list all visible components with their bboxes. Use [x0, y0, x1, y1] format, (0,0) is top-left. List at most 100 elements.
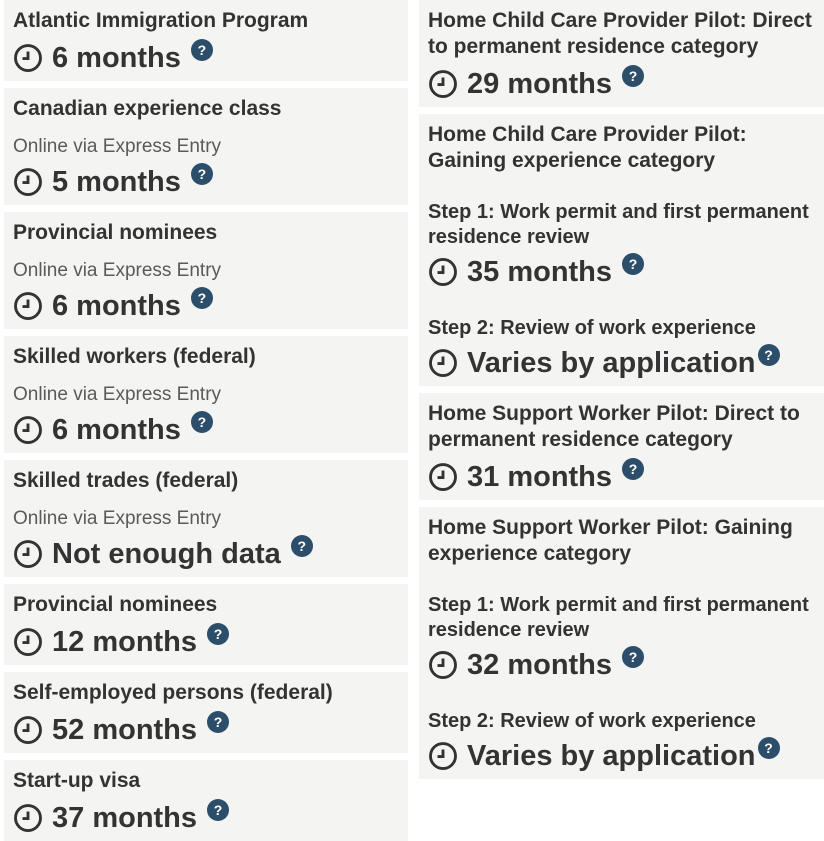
clock-icon: [14, 416, 42, 444]
processing-time-value: 37 months: [52, 802, 198, 834]
help-button[interactable]: ?: [622, 458, 645, 480]
processing-time-row: 35 months?: [428, 253, 812, 290]
question-mark-icon: ?: [764, 347, 773, 363]
question-mark-icon: ?: [213, 714, 223, 730]
processing-time-value: 12 months: [52, 626, 198, 658]
clock-icon: [14, 292, 42, 320]
card-title: Skilled trades (federal): [13, 469, 239, 492]
clock-icon: [429, 651, 457, 679]
card-subtitle: Online via Express Entry: [13, 136, 222, 157]
step-label: Step 2: Review of work experience: [428, 710, 756, 732]
question-mark-icon: ?: [628, 649, 638, 665]
help-button[interactable]: ?: [290, 535, 313, 557]
processing-time-card: Provincial nominees 12 months?: [4, 584, 408, 665]
processing-time-value: 5 months: [52, 166, 181, 198]
processing-time-row: 6 months?: [13, 411, 396, 448]
card-title: Home Support Worker Pilot: Gaining exper…: [428, 516, 793, 565]
clock-icon: [14, 168, 42, 196]
left-column: Atlantic Immigration Program 6 months? C…: [4, 0, 408, 841]
processing-time-row: 12 months?: [13, 623, 396, 660]
clock-icon: [14, 628, 42, 656]
card-title: Canadian experience class: [13, 97, 282, 120]
processing-time-row: Varies by application?: [428, 344, 812, 381]
clock-icon: [429, 463, 457, 491]
processing-time-card: Skilled workers (federal) Online via Exp…: [4, 336, 408, 453]
processing-time-row: 5 months?: [13, 163, 396, 200]
processing-time-row: 29 months?: [428, 65, 812, 102]
question-mark-icon: ?: [197, 290, 207, 306]
clock-icon: [14, 804, 42, 832]
processing-time-card: Start-up visa 37 months?: [4, 760, 408, 841]
card-title: Home Child Care Provider Pilot: Direct t…: [428, 9, 812, 58]
clock-icon: [14, 540, 42, 568]
clock-icon: [14, 716, 42, 744]
question-mark-icon: ?: [628, 256, 638, 272]
question-mark-icon: ?: [297, 538, 307, 554]
help-button[interactable]: ?: [207, 711, 230, 733]
processing-time-value: 35 months: [467, 256, 613, 288]
processing-time-row: 6 months?: [13, 39, 396, 76]
card-title: Self-employed persons (federal): [13, 681, 333, 704]
question-mark-icon: ?: [628, 461, 638, 477]
question-mark-icon: ?: [764, 740, 773, 756]
help-button[interactable]: ?: [190, 39, 213, 61]
help-button[interactable]: ?: [757, 737, 780, 759]
processing-time-value: 6 months: [52, 414, 181, 446]
processing-time-card: Home Support Worker Pilot: Direct to per…: [419, 393, 824, 500]
card-title: Provincial nominees: [13, 593, 218, 616]
help-button[interactable]: ?: [190, 411, 213, 433]
processing-time-value: Varies by application: [467, 740, 756, 772]
help-button[interactable]: ?: [622, 65, 645, 87]
question-mark-icon: ?: [213, 626, 223, 642]
processing-time-value: 31 months: [467, 461, 613, 493]
processing-time-value: Not enough data: [52, 538, 281, 570]
processing-time-card: Self-employed persons (federal) 52 month…: [4, 672, 408, 753]
processing-time-card: Atlantic Immigration Program 6 months?: [4, 0, 408, 81]
clock-icon: [429, 70, 457, 98]
help-button[interactable]: ?: [190, 287, 213, 309]
clock-icon: [14, 44, 42, 72]
processing-time-row: 32 months?: [428, 646, 812, 683]
card-title: Atlantic Immigration Program: [13, 9, 309, 32]
processing-time-row: Varies by application?: [428, 737, 812, 774]
clock-icon: [429, 742, 457, 770]
right-column: Home Child Care Provider Pilot: Direct t…: [419, 0, 824, 779]
processing-time-row: 6 months?: [13, 287, 396, 324]
processing-time-row: 37 months?: [13, 799, 396, 836]
help-button[interactable]: ?: [622, 253, 645, 275]
step-label: Step 1: Work permit and first permanent …: [428, 201, 809, 248]
processing-time-row: 31 months?: [428, 458, 812, 495]
help-button[interactable]: ?: [207, 799, 230, 821]
processing-time-value: 6 months: [52, 42, 181, 74]
processing-time-card: Skilled trades (federal) Online via Expr…: [4, 460, 408, 577]
question-mark-icon: ?: [197, 42, 207, 58]
step-label: Step 1: Work permit and first permanent …: [428, 594, 809, 641]
step-section: Step 1: Work permit and first permanent …: [428, 200, 812, 290]
card-title: Home Support Worker Pilot: Direct to per…: [428, 402, 800, 451]
clock-icon: [429, 349, 457, 377]
question-mark-icon: ?: [213, 802, 223, 818]
processing-time-card: Canadian experience class Online via Exp…: [4, 88, 408, 205]
card-subtitle: Online via Express Entry: [13, 260, 222, 281]
processing-time-value: 6 months: [52, 290, 181, 322]
help-button[interactable]: ?: [757, 344, 780, 366]
step-label: Step 2: Review of work experience: [428, 317, 756, 339]
question-mark-icon: ?: [197, 166, 207, 182]
step-section: Step 2: Review of work experience Varies …: [428, 709, 812, 774]
step-section: Step 2: Review of work experience Varies …: [428, 316, 812, 381]
card-title: Start-up visa: [13, 769, 141, 792]
help-button[interactable]: ?: [190, 163, 213, 185]
card-title: Skilled workers (federal): [13, 345, 256, 368]
processing-time-card: Home Child Care Provider Pilot: Direct t…: [419, 0, 824, 107]
processing-time-value: 52 months: [52, 714, 198, 746]
help-button[interactable]: ?: [622, 646, 645, 668]
processing-time-row: 52 months?: [13, 711, 396, 748]
processing-time-card: Home Child Care Provider Pilot: Gaining …: [419, 114, 824, 386]
processing-time-value: Varies by application: [467, 347, 756, 379]
help-button[interactable]: ?: [207, 623, 230, 645]
question-mark-icon: ?: [628, 68, 638, 84]
step-section: Step 1: Work permit and first permanent …: [428, 593, 812, 683]
card-subtitle: Online via Express Entry: [13, 508, 222, 529]
card-title: Home Child Care Provider Pilot: Gaining …: [428, 123, 747, 172]
